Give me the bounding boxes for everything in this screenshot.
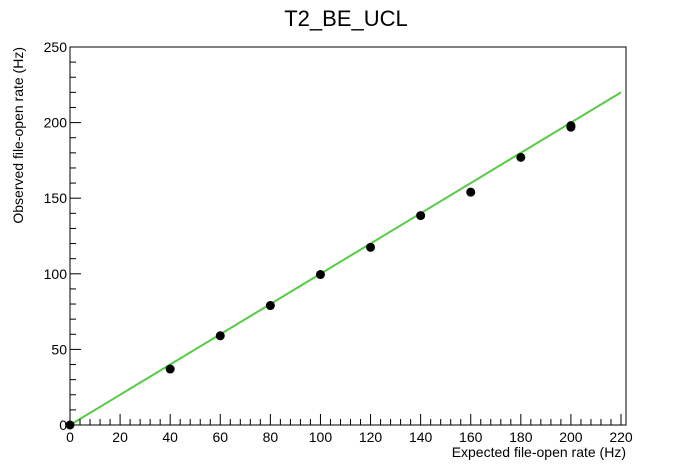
- data-point: [516, 152, 526, 162]
- x-tick-label: 0: [66, 429, 74, 445]
- data-point: [265, 301, 275, 311]
- fit-line-layer: [69, 91, 622, 426]
- y-tick-label: 50: [51, 341, 67, 357]
- data-points-layer: [65, 121, 576, 430]
- x-axis-label: Expected file-open rate (Hz): [452, 444, 626, 460]
- x-tick-label: 160: [459, 429, 483, 445]
- y-axis: 0 50 100 150 200 250: [44, 39, 81, 433]
- data-point: [315, 270, 325, 280]
- y-tick-label: 100: [44, 266, 68, 282]
- x-tick-label: 20: [112, 429, 128, 445]
- x-tick-label: 100: [309, 429, 333, 445]
- data-point: [566, 122, 576, 132]
- x-tick-label: 40: [162, 429, 178, 445]
- x-tick-label: 80: [263, 429, 279, 445]
- x-tick-label: 140: [409, 429, 433, 445]
- y-axis-label: Observed file-open rate (Hz): [10, 47, 26, 224]
- x-tick-label: 200: [559, 429, 583, 445]
- y-tick-label: 200: [44, 115, 68, 131]
- x-tick-label: 180: [509, 429, 533, 445]
- x-tick-label: 60: [212, 429, 228, 445]
- data-point: [366, 242, 376, 252]
- plot-frame: [69, 46, 627, 426]
- chart-title: T2_BE_UCL: [284, 6, 408, 31]
- data-point: [416, 211, 426, 221]
- data-point: [466, 187, 476, 197]
- y-tick-label: 0: [59, 417, 67, 433]
- fit-line: [69, 91, 622, 426]
- x-axis: 0 20 40 60 80 100 120 140 160 180 200 220: [66, 414, 633, 445]
- y-tick-label: 250: [44, 39, 68, 55]
- y-tick-label: 150: [44, 190, 68, 206]
- x-tick-label: 220: [609, 429, 633, 445]
- x-tick-label: 120: [359, 429, 383, 445]
- data-point: [215, 331, 225, 341]
- data-point: [165, 364, 175, 374]
